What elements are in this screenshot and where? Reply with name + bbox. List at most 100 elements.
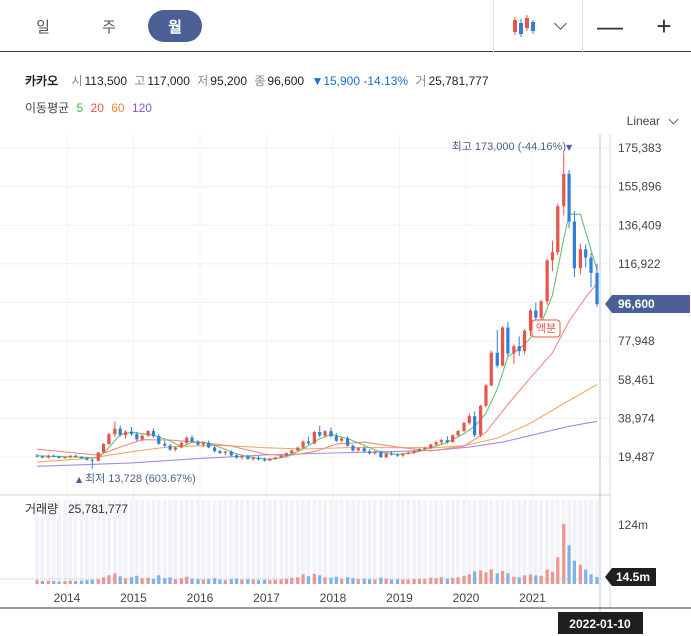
volume-bar <box>268 580 272 584</box>
tab-weekly[interactable]: 주 <box>102 18 116 36</box>
candle <box>362 446 366 453</box>
candle <box>68 454 72 459</box>
volume-background-column <box>356 500 361 584</box>
volume-background-column <box>46 500 51 584</box>
candle-body <box>107 434 111 445</box>
volume-background-column <box>306 500 311 584</box>
candle-body <box>539 301 543 318</box>
volume-bar <box>356 579 360 584</box>
x-tick-label: 2014 <box>54 591 81 605</box>
volume-bar <box>123 578 128 584</box>
candle <box>379 450 383 458</box>
volume-background-column <box>201 500 206 584</box>
volume-background-column <box>567 500 572 584</box>
candle-body <box>528 310 533 331</box>
candle <box>528 308 533 337</box>
y-tick-label: 136,409 <box>618 218 662 232</box>
volume-background-column <box>190 500 195 584</box>
candle <box>74 454 78 458</box>
zoom-in-button[interactable]: + <box>656 10 672 41</box>
candle-body <box>517 346 521 352</box>
volume-background-column <box>301 500 306 584</box>
candle-body <box>157 436 161 444</box>
volume-bar <box>262 579 267 584</box>
candle <box>412 449 416 454</box>
volume-bar <box>157 575 161 584</box>
volume-bar <box>589 574 593 584</box>
y-tick-label: 155,896 <box>618 180 662 194</box>
volume-bar <box>512 576 516 584</box>
chart-type-dropdown[interactable] <box>493 0 583 52</box>
candle-body <box>168 445 172 450</box>
candlestick-icon <box>512 15 535 37</box>
candle-body <box>512 346 516 354</box>
candle-body <box>284 453 289 456</box>
candle-body <box>545 260 549 302</box>
volume-bar <box>584 569 588 584</box>
candle <box>356 447 360 452</box>
volume-bar <box>323 577 327 584</box>
candle <box>40 455 44 459</box>
candle-body <box>129 431 134 435</box>
open-label: 시 <box>71 74 83 88</box>
volume-background-column <box>96 500 101 584</box>
volume-background-column <box>245 500 250 584</box>
volume-bar <box>63 581 67 584</box>
moving-average-legend[interactable]: 이동평균 5 20 60 120 <box>25 99 156 116</box>
volume-background-column <box>395 500 400 584</box>
volume-value: 25,781,777 <box>428 74 489 88</box>
volume-bar <box>346 577 350 584</box>
candle <box>417 447 422 453</box>
volume-bar <box>256 580 261 584</box>
candle-body <box>179 442 183 448</box>
volume-bar <box>185 576 189 584</box>
volume-bar <box>500 570 505 584</box>
candle <box>550 240 555 272</box>
candle-body <box>185 437 189 443</box>
ma-20-label: 20 <box>90 101 104 115</box>
open-value: 113,500 <box>84 74 128 88</box>
top-toolbar: 일 주 월 — + <box>0 0 691 52</box>
candle <box>584 244 588 268</box>
volume-bar <box>234 578 239 584</box>
volume-bar <box>379 577 383 584</box>
volume-bar <box>46 580 50 584</box>
volume-background-column <box>267 500 272 584</box>
candle-body <box>96 452 100 461</box>
candle <box>246 454 250 460</box>
tab-monthly[interactable]: 월 <box>148 10 202 42</box>
candle-body <box>550 252 555 261</box>
volume-background-column <box>295 500 300 584</box>
candle <box>423 446 427 451</box>
candle <box>223 450 227 455</box>
candle-body <box>379 451 383 458</box>
last-price-label: 96,600 <box>618 297 655 311</box>
volume-bar <box>284 578 289 584</box>
candle <box>146 430 150 437</box>
volume-background-column <box>229 500 234 584</box>
scale-dropdown[interactable]: Linear <box>627 114 679 128</box>
candle <box>401 452 405 457</box>
candle-body <box>323 431 327 436</box>
candle <box>179 441 183 449</box>
x-tick-label: 2019 <box>386 591 413 605</box>
candle <box>318 425 322 438</box>
candle-body <box>362 448 366 452</box>
zoom-out-button[interactable]: — <box>597 10 623 41</box>
volume-bar <box>74 581 78 584</box>
low-value: 95,200 <box>210 74 247 88</box>
volume-bar <box>35 580 39 584</box>
candle-body <box>57 456 61 458</box>
candle <box>323 430 327 438</box>
candle-body <box>417 449 422 451</box>
candle <box>118 425 122 437</box>
volume-bar <box>395 579 400 584</box>
tab-daily[interactable]: 일 <box>36 18 50 36</box>
candle <box>312 431 316 445</box>
split-annotation-box <box>531 319 561 338</box>
candle-body <box>190 437 194 442</box>
candle-body <box>85 458 89 460</box>
y-tick-label: 77,948 <box>618 334 655 348</box>
candle <box>489 350 493 387</box>
